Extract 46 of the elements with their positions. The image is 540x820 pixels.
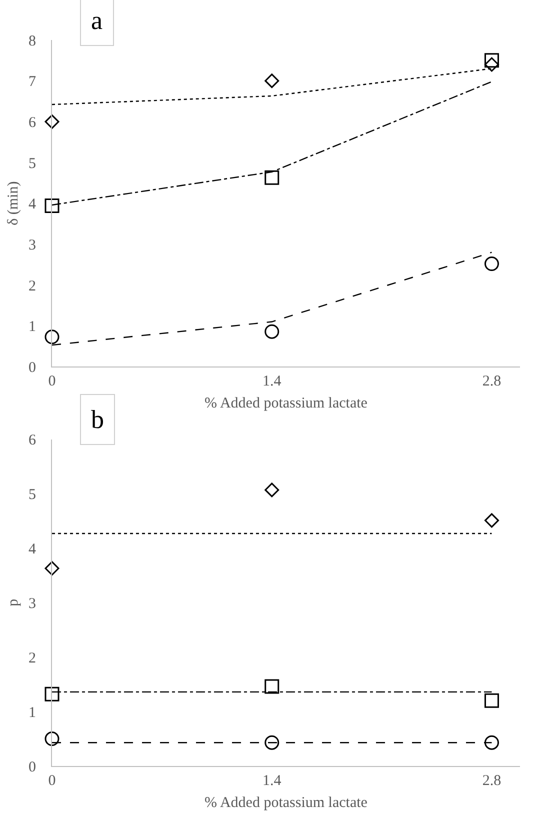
- y-tick-label: 6: [28, 114, 36, 131]
- point: [484, 735, 499, 750]
- point: [264, 735, 280, 750]
- y-tick-label: 4: [28, 196, 36, 213]
- point: [264, 324, 280, 339]
- x-tick-label: 1.4: [262, 773, 282, 789]
- text: b: [91, 405, 104, 434]
- x-tick-label: 2.8: [482, 374, 502, 390]
- y-tick-label: 4: [28, 541, 36, 558]
- point: [264, 482, 280, 498]
- point: [264, 170, 280, 185]
- point: [44, 686, 60, 702]
- x-tick-label: 2.8: [482, 773, 502, 789]
- y-axis-title: p: [6, 598, 22, 606]
- y-tick-label: 6: [28, 432, 36, 449]
- text: a: [91, 6, 103, 35]
- x-tick-label: 1.4: [262, 374, 282, 390]
- point: [264, 74, 280, 88]
- point: [484, 57, 499, 72]
- point: [484, 513, 499, 528]
- y-tick-label: 3: [28, 237, 36, 254]
- x-axis-title: % Added potassium lactate: [204, 795, 368, 811]
- point: [264, 679, 280, 694]
- x-tick-label: 0: [48, 773, 56, 789]
- y-tick-label: 8: [28, 33, 36, 50]
- y-tick-label: 1: [28, 319, 36, 336]
- y-tick-label: 3: [28, 596, 36, 612]
- point: [44, 732, 60, 746]
- point: [484, 53, 499, 68]
- point: [484, 693, 499, 708]
- y-axis-title: δ (min): [6, 181, 22, 226]
- y-tick-label: 0: [28, 360, 36, 376]
- point: [484, 256, 499, 272]
- point: [44, 114, 60, 129]
- point: [44, 561, 60, 576]
- y-tick-label: 1: [28, 704, 36, 721]
- y-tick-label: 0: [28, 759, 36, 776]
- y-tick-label: 2: [28, 278, 36, 294]
- point: [44, 330, 60, 344]
- y-tick-label: 7: [28, 74, 36, 90]
- y-tick-label: 5: [28, 156, 36, 172]
- point: [44, 198, 60, 214]
- y-tick-label: 5: [28, 487, 36, 503]
- x-tick-label: 0: [48, 374, 56, 390]
- x-axis-title: % Added potassium lactate: [204, 396, 368, 412]
- y-tick-label: 2: [28, 650, 36, 666]
